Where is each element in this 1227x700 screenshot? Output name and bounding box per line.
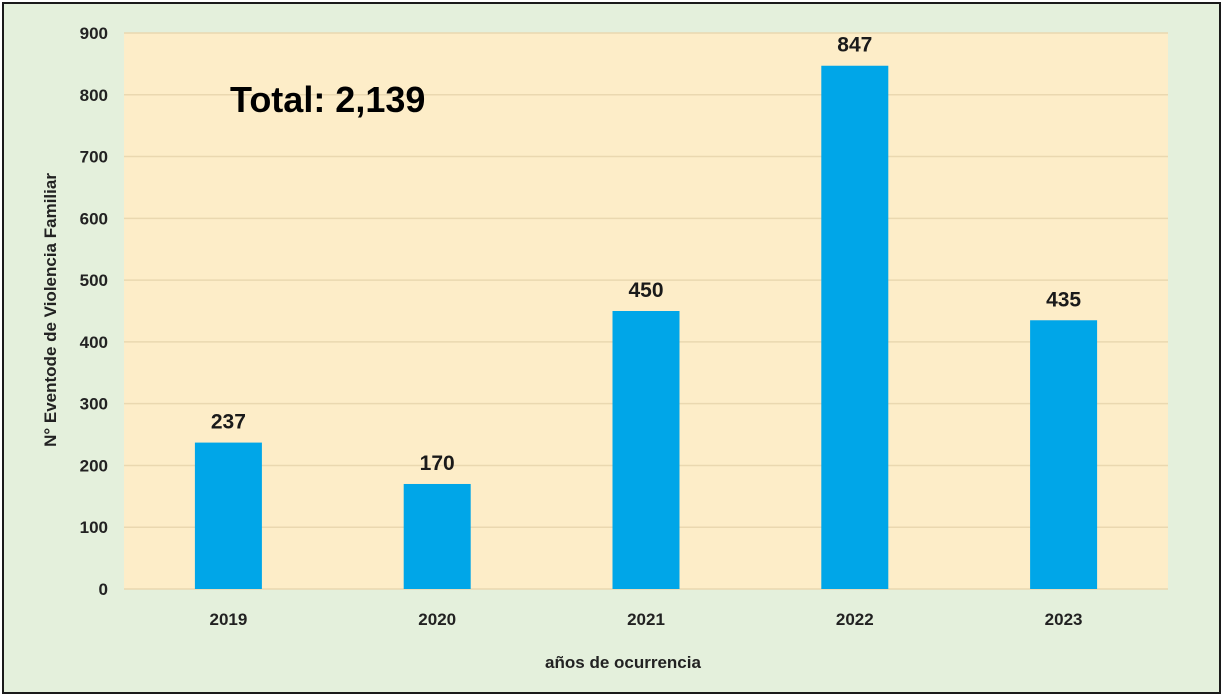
y-tick-label: 600 — [80, 209, 108, 228]
y-tick-label: 400 — [80, 333, 108, 352]
y-tick-label: 500 — [80, 271, 108, 290]
bar-2019 — [194, 442, 262, 589]
x-axis-title: años de ocurrencia — [545, 653, 701, 672]
bar-2021 — [612, 311, 680, 589]
x-axis-ticks: 2019 2020 2021 2022 2023 — [209, 610, 1082, 629]
bar-2020 — [403, 483, 471, 589]
data-label-2021: 450 — [628, 279, 663, 302]
y-tick-label: 800 — [80, 86, 108, 105]
bar-2022 — [821, 65, 889, 589]
total-annotation: Total: 2,139 — [230, 79, 425, 120]
x-tick-label-2022: 2022 — [836, 610, 874, 629]
x-tick-label-2020: 2020 — [418, 610, 456, 629]
y-tick-label: 700 — [80, 148, 108, 167]
y-tick-label: 200 — [80, 456, 108, 475]
x-tick-label-2021: 2021 — [627, 610, 665, 629]
x-tick-label-2019: 2019 — [209, 610, 247, 629]
y-tick-label: 100 — [80, 518, 108, 537]
data-labels: 237 170 450 847 435 — [211, 34, 1082, 475]
data-label-2019: 237 — [211, 411, 246, 434]
x-tick-label-2023: 2023 — [1045, 610, 1083, 629]
bars — [194, 65, 1098, 589]
data-label-2022: 847 — [837, 34, 872, 57]
data-label-2023: 435 — [1046, 288, 1081, 311]
y-tick-label: 0 — [99, 580, 108, 599]
y-axis-title: N° Eventode de Violencia Familiar — [41, 173, 60, 447]
bar-2023 — [1030, 320, 1098, 589]
data-label-2020: 170 — [420, 452, 455, 475]
y-tick-label: 300 — [80, 395, 108, 414]
y-axis-ticks: 0 100 200 300 400 500 600 700 800 900 — [80, 24, 108, 599]
y-tick-label: 900 — [80, 24, 108, 43]
